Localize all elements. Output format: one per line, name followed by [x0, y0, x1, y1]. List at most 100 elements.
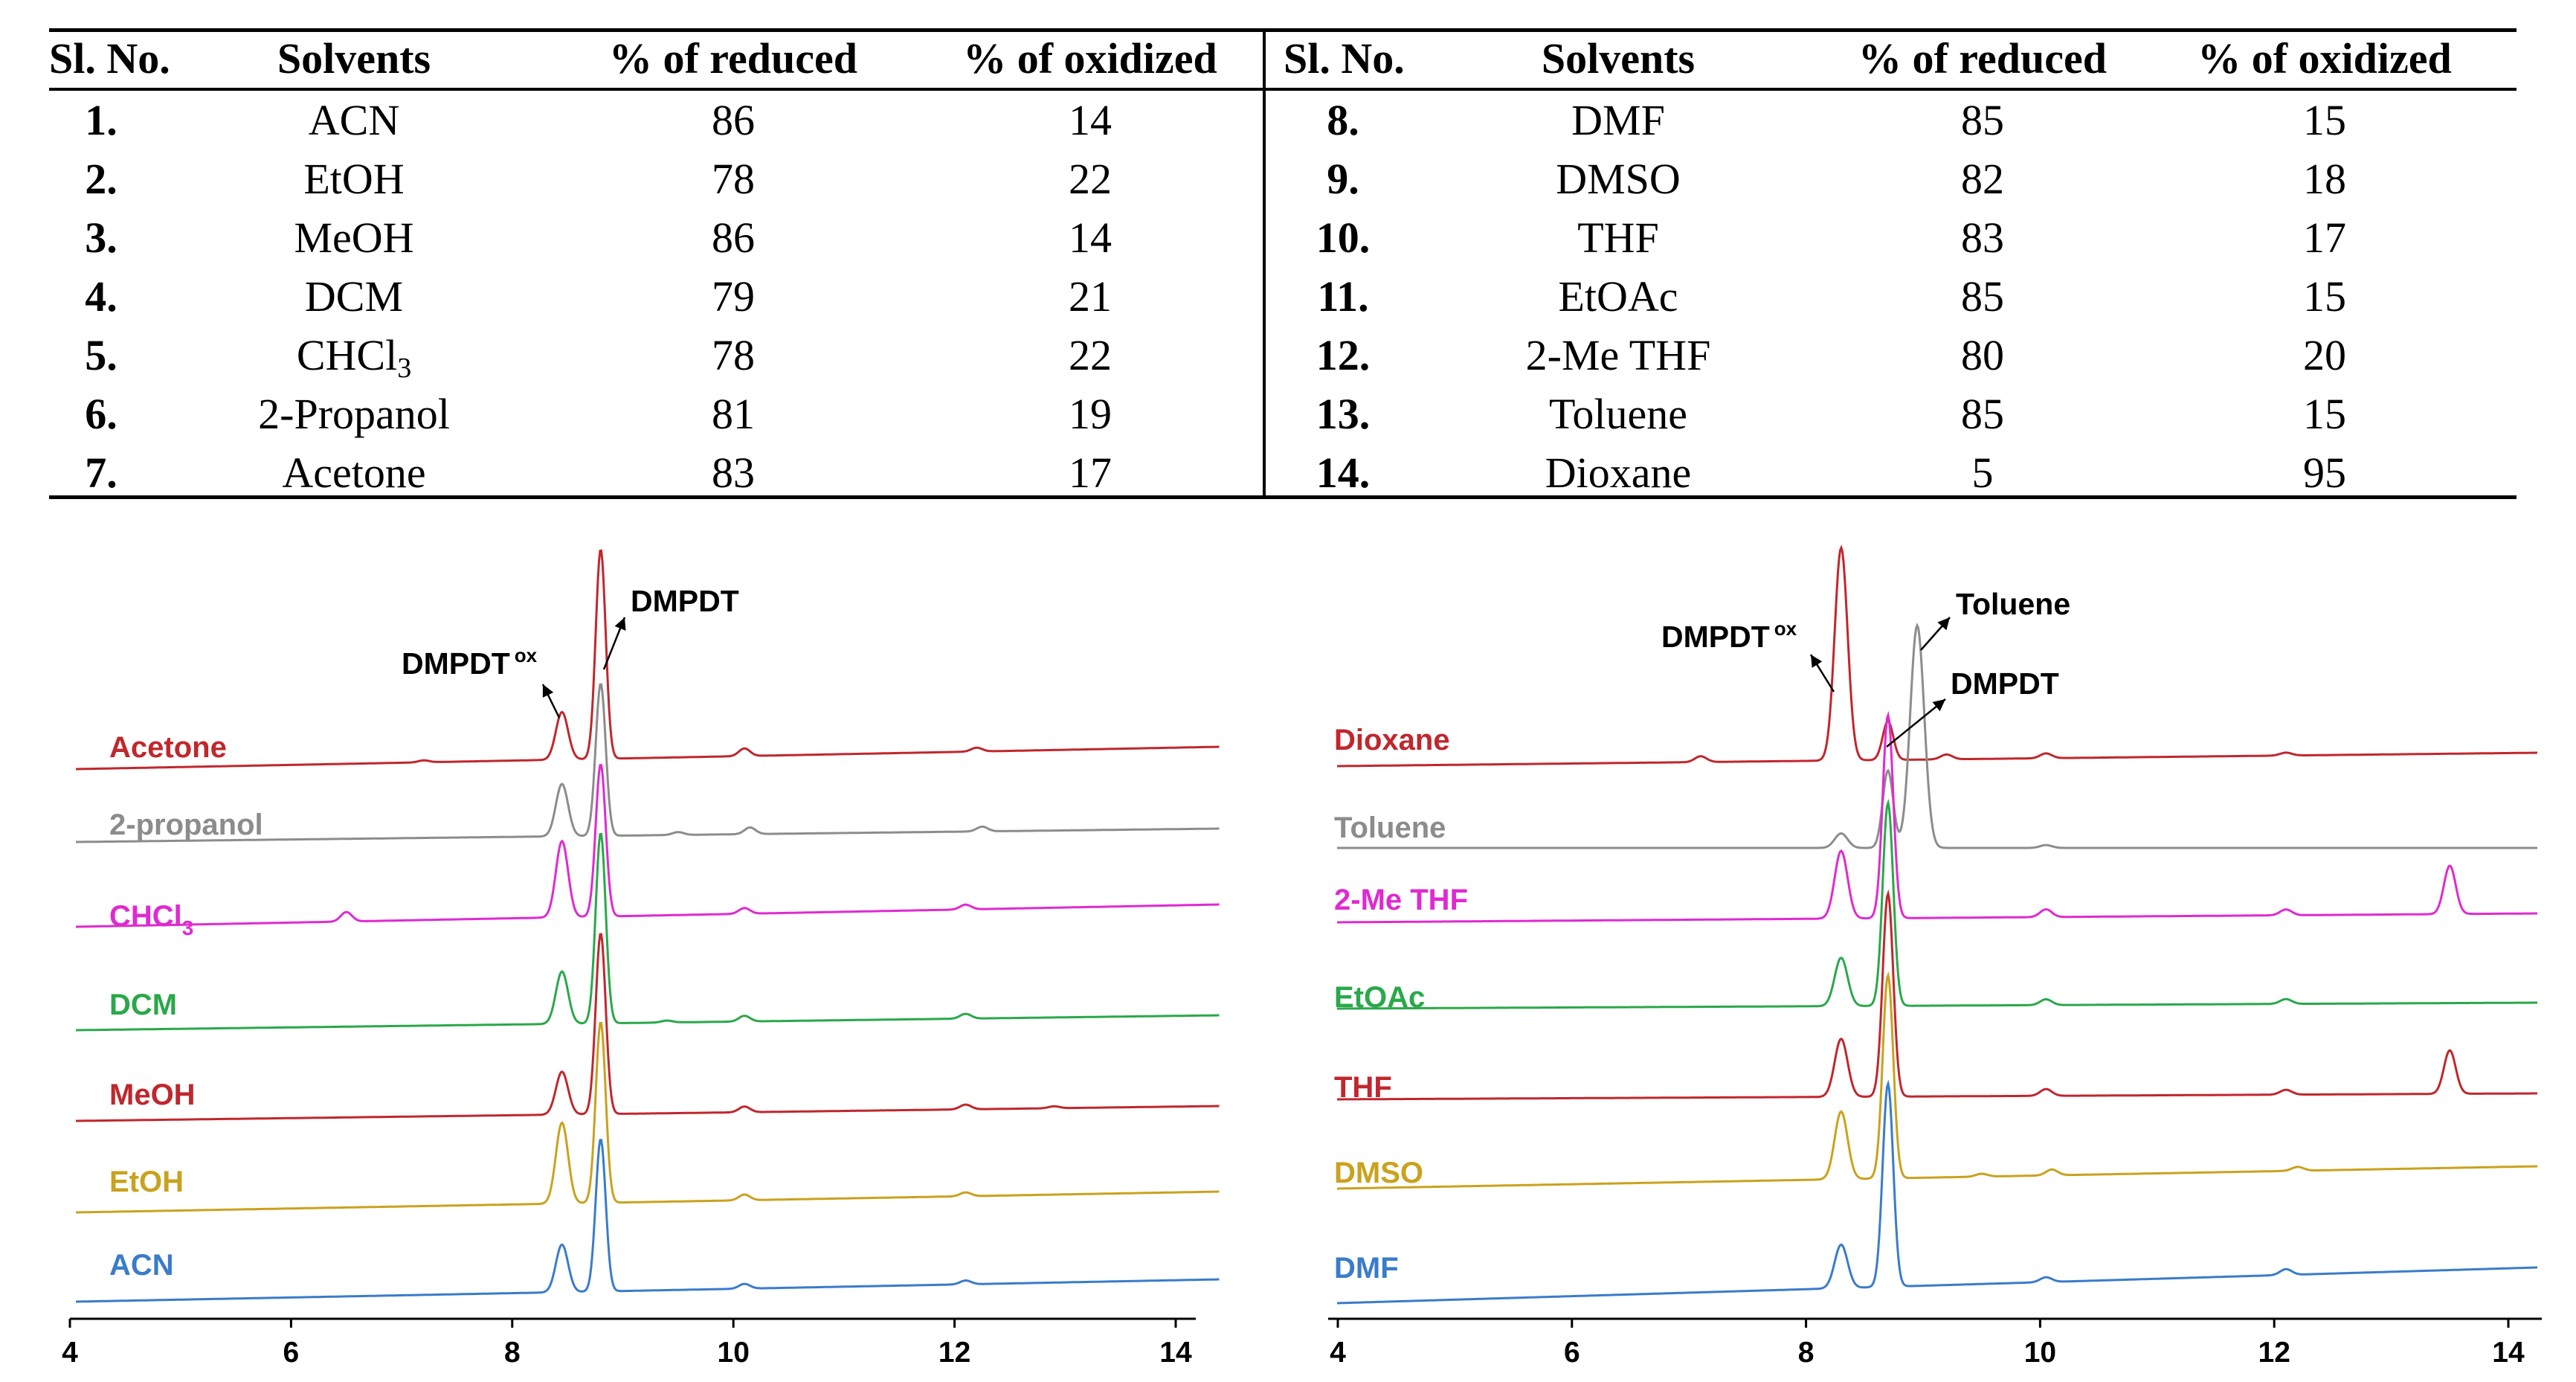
- reduced-percent: 85: [1961, 96, 2004, 144]
- table-vertical-divider: [1263, 28, 1266, 499]
- series-label: DCM: [109, 989, 177, 1021]
- col-header-reduced-left: % of reduced: [608, 34, 857, 83]
- oxidized-percent: 19: [1069, 390, 1112, 438]
- solvent-name: 2-Propanol: [258, 390, 450, 438]
- trace-acetone: [76, 549, 1220, 771]
- series-label: CHCl3: [109, 900, 193, 939]
- oxidized-percent: 15: [2303, 390, 2346, 438]
- solvent-name: THF: [1577, 213, 1659, 262]
- solvent-name-text: CHCl: [296, 331, 398, 379]
- series-label: Acetone: [109, 731, 227, 764]
- col-header-solvents-left: Solvents: [277, 34, 431, 83]
- peak-annotation-text: DMPDT: [1951, 666, 2059, 701]
- trace-dmf: [1337, 1079, 2537, 1305]
- col-header-sl-no-right: Sl. No.: [1284, 34, 1405, 83]
- peak-annotation: DMPDT: [631, 584, 739, 618]
- series-label: Toluene: [1334, 811, 1446, 844]
- series-label-text: Acetone: [109, 731, 227, 764]
- solvent-name: CHCl3: [242, 326, 466, 385]
- solvent-name: MeOH: [294, 213, 414, 262]
- series-label-text: 2-Me THF: [1334, 884, 1468, 916]
- x-tick-label: 4: [1330, 1337, 1346, 1369]
- series-label: ACN: [109, 1249, 174, 1282]
- solvent-name: 2-Me THF: [1525, 331, 1711, 379]
- x-tick-label: 8: [504, 1337, 521, 1369]
- row-number: 7.: [85, 449, 117, 497]
- trace-2-me-thf: [1337, 710, 2537, 924]
- peak-annotation: DMPDT: [1951, 666, 2059, 701]
- reduced-percent: 81: [712, 390, 755, 438]
- row-number: 8.: [1327, 96, 1359, 144]
- solvent-name: Toluene: [1549, 390, 1687, 438]
- oxidized-percent: 14: [1069, 213, 1112, 262]
- col-header-oxidized-right: % of oxidized: [2197, 34, 2452, 83]
- x-tick-label: 4: [62, 1337, 78, 1369]
- series-label: 2-Me THF: [1334, 884, 1468, 916]
- x-tick-label: 6: [283, 1337, 300, 1369]
- series-label-subscript: 3: [182, 916, 194, 939]
- series-label-text: MeOH: [109, 1079, 196, 1111]
- trace-toluene: [1337, 623, 2537, 849]
- table-top-rule: [49, 28, 2517, 32]
- series-label-text: EtOAc: [1334, 981, 1425, 1014]
- trace-etoac: [1337, 798, 2537, 1010]
- series-label-text: DMSO: [1334, 1157, 1423, 1189]
- oxidized-percent: 95: [2303, 449, 2346, 497]
- peak-annotation: DMPDT ox: [1661, 617, 1797, 654]
- series-label-text: DMF: [1334, 1252, 1399, 1285]
- solvent-name: Dioxane: [1545, 449, 1692, 497]
- solvent-results-table: Sl. No. Solvents % of reduced % of oxidi…: [49, 28, 2517, 500]
- row-number: 10.: [1316, 213, 1371, 262]
- trace-dioxane: [1337, 544, 2537, 768]
- oxidized-percent: 15: [2303, 96, 2346, 144]
- trace-chcl: [76, 764, 1220, 928]
- reduced-percent: 82: [1961, 155, 2004, 203]
- trace-acn: [76, 1139, 1220, 1303]
- series-label-text: ACN: [109, 1249, 174, 1282]
- reduced-percent: 86: [712, 96, 755, 144]
- oxidized-percent: 18: [2303, 155, 2346, 203]
- solvent-name: EtOAc: [1558, 272, 1678, 321]
- reduced-percent: 83: [1961, 213, 2004, 262]
- reduced-percent: 86: [712, 213, 755, 262]
- series-label: DMSO: [1334, 1157, 1423, 1189]
- x-tick-label: 10: [718, 1337, 750, 1369]
- annotation-arrowhead: [542, 684, 554, 698]
- peak-annotation-text: DMPDT: [1661, 620, 1770, 654]
- reduced-percent: 83: [712, 449, 755, 497]
- peak-annotation-superscript: ox: [515, 644, 538, 666]
- oxidized-percent: 22: [1069, 155, 1112, 203]
- solvent-name: DMSO: [1556, 155, 1681, 203]
- series-label-text: CHCl: [109, 900, 182, 933]
- table-bottom-rule: [49, 495, 2517, 499]
- x-tick-label: 8: [1798, 1337, 1815, 1369]
- peak-annotation: Toluene: [1956, 587, 2070, 621]
- solvent-name: Acetone: [282, 449, 426, 497]
- series-label: Dioxane: [1334, 724, 1450, 756]
- oxidized-percent: 22: [1069, 331, 1112, 379]
- solvent-name: DCM: [304, 272, 404, 321]
- reduced-percent: 85: [1961, 272, 2004, 321]
- row-number: 1.: [85, 96, 117, 144]
- trace-dcm: [76, 832, 1220, 1032]
- row-number: 4.: [85, 272, 117, 321]
- row-number: 11.: [1317, 272, 1369, 321]
- solvent-name: DMF: [1571, 96, 1665, 144]
- reduced-percent: 78: [712, 155, 755, 203]
- row-number: 12.: [1316, 331, 1371, 379]
- chromatogram-right: 4 6 8 10 12 14 Dioxane Toluene 2-Me THF EtOAc THF D…: [1328, 544, 2542, 1369]
- series-label: EtOAc: [1334, 981, 1425, 1014]
- x-tick-label: 10: [2024, 1337, 2056, 1369]
- row-number: 3.: [85, 213, 117, 262]
- x-tick-label: 14: [1159, 1337, 1192, 1369]
- row-number: 5.: [85, 331, 117, 379]
- oxidized-percent: 14: [1069, 96, 1112, 144]
- trace-meoh: [76, 933, 1220, 1122]
- chromatogram-left: 4 6 8 10 12 14 Acetone 2-propanol CHCl3 DCM MeOH Et…: [62, 549, 1220, 1369]
- solvent-name: EtOH: [303, 155, 405, 203]
- col-header-reduced-right: % of reduced: [1858, 34, 2107, 83]
- trace-dmso: [1337, 971, 2537, 1190]
- oxidized-percent: 21: [1069, 272, 1112, 321]
- series-label-text: THF: [1334, 1071, 1392, 1104]
- series-label: MeOH: [109, 1079, 196, 1111]
